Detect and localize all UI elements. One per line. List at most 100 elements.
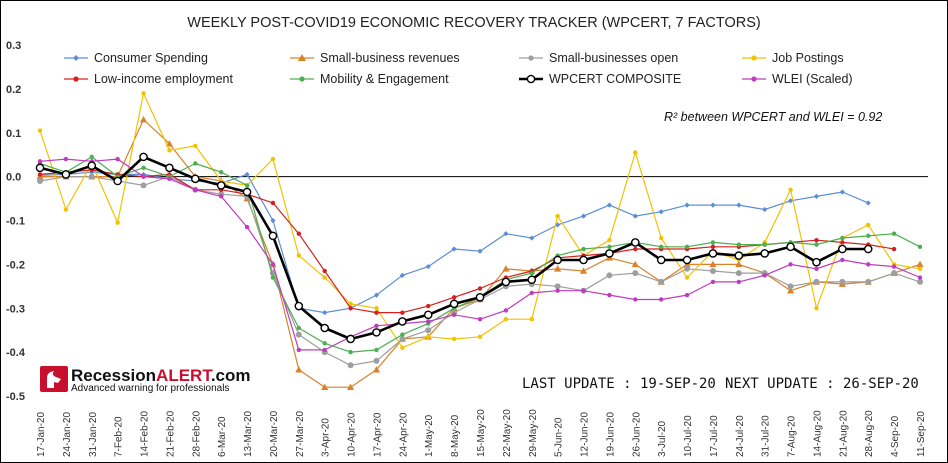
- data-point: [400, 345, 405, 350]
- data-point: [684, 292, 690, 298]
- last-update-text: LAST UPDATE : 19-SEP-20: [522, 376, 716, 392]
- data-point: [449, 299, 459, 309]
- data-point: [296, 231, 302, 236]
- data-point: [346, 334, 355, 344]
- data-point: [529, 290, 534, 296]
- data-point: [709, 260, 717, 268]
- data-point: [322, 347, 327, 353]
- data-point: [840, 235, 845, 241]
- legend-marker: [751, 76, 757, 82]
- x-tick-label: 8-May-20: [450, 414, 461, 457]
- data-point: [581, 246, 586, 252]
- data-point: [529, 235, 535, 241]
- data-point: [322, 310, 328, 316]
- legend-marker: [528, 55, 534, 61]
- data-point: [527, 275, 537, 285]
- data-point: [61, 170, 71, 179]
- data-point: [372, 328, 381, 337]
- x-tick-label: 24-Jan-20: [62, 412, 73, 457]
- data-point: [346, 383, 355, 391]
- data-point: [762, 206, 768, 213]
- data-point: [373, 292, 380, 298]
- logo-tagline: Advanced warning for professionals: [71, 383, 229, 394]
- data-point: [658, 244, 664, 250]
- y-tick-label: -0.2: [6, 259, 25, 271]
- x-tick-label: 29-May-20: [528, 409, 539, 457]
- data-point: [216, 181, 226, 190]
- legend-marker: [73, 55, 79, 61]
- data-point: [503, 317, 509, 322]
- data-point: [813, 278, 820, 285]
- legend-marker: [751, 55, 757, 61]
- data-point: [762, 242, 767, 247]
- data-point: [167, 176, 172, 182]
- legend-marker: [299, 76, 305, 82]
- data-point: [684, 244, 690, 250]
- data-point: [399, 335, 406, 342]
- legend-label: WLEI (Scaled): [772, 72, 853, 86]
- data-point: [400, 310, 405, 315]
- data-point: [373, 357, 380, 364]
- data-point: [607, 292, 612, 298]
- data-point: [814, 266, 819, 271]
- data-point: [372, 366, 381, 373]
- data-point: [814, 242, 819, 247]
- data-point: [839, 278, 846, 285]
- data-point: [374, 306, 379, 311]
- data-point: [658, 209, 664, 215]
- data-point: [866, 233, 871, 239]
- series-layer: [35, 91, 924, 391]
- data-point: [348, 306, 353, 311]
- data-point: [423, 310, 433, 320]
- data-point: [866, 262, 871, 267]
- data-point: [296, 325, 302, 331]
- data-point: [760, 249, 770, 258]
- x-tick-label: 24-Apr-20: [398, 412, 409, 457]
- data-point: [322, 341, 327, 346]
- y-tick-label: -0.5: [6, 391, 25, 403]
- x-tick-label: 11-Sep-20: [916, 411, 927, 457]
- data-point: [348, 349, 353, 355]
- data-point: [709, 267, 716, 274]
- data-point: [425, 263, 431, 270]
- data-point: [529, 270, 534, 276]
- data-point: [632, 213, 638, 219]
- data-point: [656, 255, 666, 265]
- series-line: [39, 169, 895, 314]
- x-tick-label: 22-May-20: [502, 409, 513, 457]
- data-point: [580, 213, 587, 219]
- data-point: [607, 238, 612, 243]
- x-tick-label: 13-Mar-20: [243, 410, 254, 457]
- data-point: [555, 222, 561, 228]
- x-tick-label: 17-Apr-20: [372, 412, 383, 457]
- x-tick-label: 27-Mar-20: [295, 410, 306, 457]
- x-tick-label: 20-Mar-20: [269, 410, 280, 457]
- data-point: [658, 278, 665, 285]
- data-point: [167, 148, 172, 153]
- data-point: [451, 295, 457, 300]
- data-point: [684, 202, 690, 208]
- data-point: [736, 242, 742, 247]
- data-point: [891, 231, 897, 236]
- data-point: [630, 238, 640, 247]
- data-point: [786, 242, 795, 252]
- data-point: [320, 323, 330, 333]
- data-point: [348, 301, 353, 307]
- data-point: [477, 317, 483, 322]
- data-point: [63, 207, 69, 212]
- data-point: [736, 202, 742, 208]
- data-point: [529, 317, 534, 322]
- x-tick-label: 28-Aug-20: [864, 410, 875, 457]
- data-point: [140, 182, 147, 189]
- data-point: [863, 244, 873, 254]
- series-wpcert-composite: [35, 152, 873, 344]
- data-point: [477, 286, 483, 291]
- chess-knight-icon: [47, 371, 61, 388]
- x-tick-label: 10-Jul-20: [683, 415, 694, 457]
- data-point: [115, 220, 120, 225]
- data-point: [218, 170, 224, 175]
- x-tick-label: 31-Jul-20: [761, 415, 772, 457]
- x-tick-label: 19-Jun-20: [605, 412, 616, 457]
- data-point: [193, 187, 198, 192]
